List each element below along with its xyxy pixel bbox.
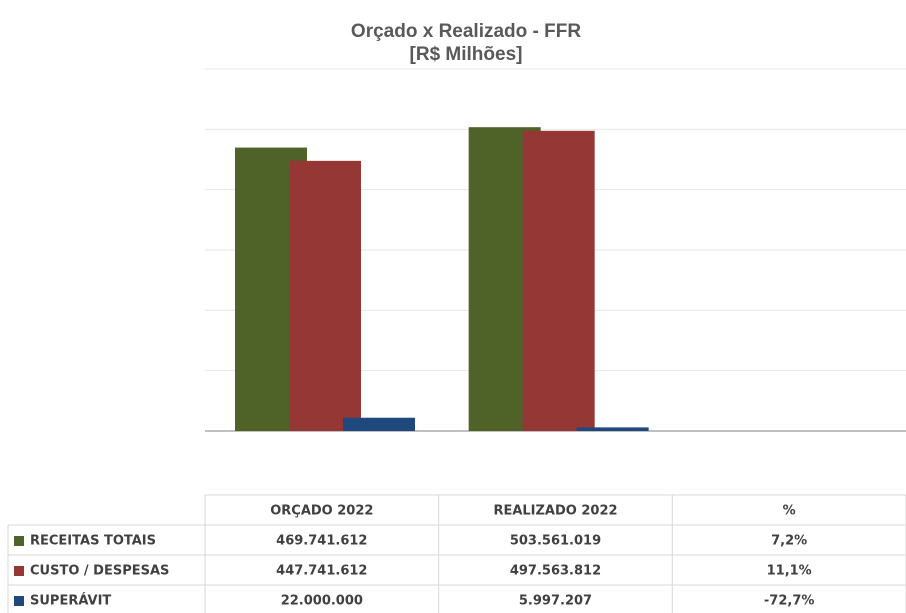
table-value: 469.741.612	[276, 534, 367, 549]
bar	[576, 427, 649, 431]
legend-swatch	[14, 536, 24, 546]
table-value: 7,2%	[771, 534, 807, 549]
bar	[522, 130, 595, 431]
bar	[289, 160, 361, 432]
table-value: -72,7%	[764, 594, 815, 609]
column-header: REALIZADO 2022	[493, 504, 617, 519]
legend-label: SUPERÁVIT	[30, 593, 111, 609]
table-value: 5.997.207	[519, 594, 592, 609]
legend-label: RECEITAS TOTAIS	[30, 534, 156, 549]
table-value: 22.000.000	[281, 594, 363, 609]
bar	[343, 417, 415, 431]
table-value: 447.741.612	[276, 564, 367, 579]
table-value: 497.563.812	[510, 564, 601, 579]
chart-subtitle: [R$ Milhões]	[410, 44, 523, 65]
column-header: %	[783, 504, 796, 519]
column-header: ORÇADO 2022	[270, 504, 373, 519]
legend-label: CUSTO / DESPESAS	[30, 564, 169, 579]
legend-swatch	[14, 596, 24, 606]
table-value: 503.561.019	[510, 534, 601, 549]
legend-swatch	[14, 566, 24, 576]
table-value: 11,1%	[767, 564, 812, 579]
chart-title: Orçado x Realizado - FFR	[351, 21, 581, 42]
